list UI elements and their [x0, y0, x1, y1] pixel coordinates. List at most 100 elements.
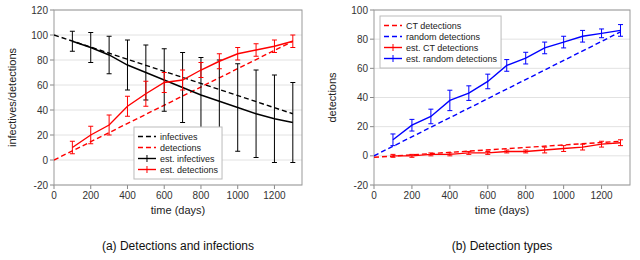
x-tick-label: 600	[479, 190, 496, 201]
error-bar	[618, 140, 623, 146]
y-tick	[50, 85, 54, 86]
legend-swatch	[393, 44, 394, 51]
y-tick	[50, 135, 54, 136]
legend-item: random detections	[384, 32, 481, 42]
legend-label: est. detections	[160, 165, 219, 175]
x-tick	[237, 185, 238, 189]
plot-frame	[374, 10, 630, 185]
error-bar	[485, 151, 490, 154]
x-tick-label: 1200	[263, 190, 286, 201]
error-bar	[70, 31, 75, 51]
legend-box	[134, 127, 222, 179]
x-tick-label: 800	[193, 190, 210, 201]
legend-label: est. random detections	[406, 54, 498, 64]
series-line	[393, 143, 621, 156]
x-tick	[274, 185, 275, 189]
y-tick-label: 0	[42, 155, 48, 166]
x-tick-label: 200	[404, 190, 421, 201]
error-bar	[580, 144, 585, 150]
error-bar	[561, 146, 566, 152]
error-bar	[125, 40, 130, 90]
y-axis-label: detections	[326, 72, 338, 123]
x-tick	[487, 185, 488, 189]
x-tick	[127, 185, 128, 189]
y-tick	[50, 10, 54, 11]
error-bar	[198, 63, 203, 78]
legend: CT detectionsrandom detectionsest. CT de…	[380, 16, 501, 68]
y-tick-label: 20	[37, 130, 49, 141]
panel: -20020406080100020040060080010001200time…	[326, 5, 630, 254]
error-bar	[180, 53, 185, 123]
error-bar	[580, 30, 585, 42]
x-tick	[525, 185, 526, 189]
error-bar	[542, 147, 547, 153]
legend-label: infectives	[160, 132, 198, 142]
error-bar	[88, 126, 93, 144]
y-tick	[370, 185, 374, 186]
y-tick-label: 100	[351, 5, 368, 16]
error-bar	[70, 141, 75, 154]
error-bar	[561, 36, 566, 48]
series-line	[72, 41, 292, 122]
y-tick-label: 80	[357, 34, 369, 45]
legend-swatch	[146, 166, 147, 173]
error-bar	[143, 81, 148, 106]
x-tick	[411, 185, 412, 189]
error-bar	[217, 54, 222, 69]
error-bar	[390, 154, 395, 157]
error-bar	[125, 96, 130, 116]
legend-label: detections	[160, 143, 202, 153]
y-tick	[370, 10, 374, 11]
x-tick-label: 1200	[590, 190, 613, 201]
x-tick	[54, 185, 55, 189]
x-tick	[449, 185, 450, 189]
error-bar	[523, 52, 528, 64]
error-bar	[504, 150, 509, 153]
series-line	[54, 41, 293, 160]
legend-item: est. detections	[138, 165, 219, 175]
y-tick-label: 60	[357, 63, 369, 74]
error-bar	[485, 74, 490, 89]
y-tick-label: 40	[37, 105, 49, 116]
x-tick-label: 400	[442, 190, 459, 201]
plot-area	[54, 10, 302, 185]
error-bar	[447, 90, 452, 110]
y-tick	[50, 110, 54, 111]
y-tick	[370, 39, 374, 40]
caption: (a) Detections and infections	[102, 239, 254, 253]
legend-item: CT detections	[384, 21, 462, 31]
error-bar	[254, 44, 259, 57]
y-tick-label: -20	[34, 180, 49, 191]
grid-line	[54, 110, 302, 111]
panel: -20020406080100120020040060080010001200t…	[6, 5, 302, 254]
legend-item: detections	[138, 143, 202, 153]
plot-area	[374, 10, 630, 185]
error-bar	[618, 25, 623, 37]
series-line	[374, 141, 621, 157]
y-tick	[50, 35, 54, 36]
series-line	[72, 41, 292, 147]
legend-item: est. CT detections	[384, 43, 479, 53]
error-bar	[447, 153, 452, 156]
error-bar	[162, 49, 167, 112]
error-bar	[180, 70, 185, 90]
error-bar	[272, 40, 277, 53]
error-bar	[428, 109, 433, 124]
y-axis-label: infectives/detections	[6, 47, 18, 147]
error-bar	[107, 36, 112, 74]
data-area	[54, 31, 295, 162]
error-bar	[542, 42, 547, 54]
error-bar	[466, 86, 471, 101]
legend-item: est. infectives	[138, 154, 215, 164]
grid-line	[374, 97, 630, 98]
y-tick	[50, 160, 54, 161]
error-bar	[235, 64, 240, 152]
error-bar	[523, 150, 528, 153]
y-tick-label: 80	[37, 55, 49, 66]
y-tick-label: 0	[362, 150, 368, 161]
caption: (b) Detection types	[452, 239, 553, 253]
error-bar	[428, 153, 433, 156]
y-tick-label: 100	[31, 30, 48, 41]
error-bar	[107, 115, 112, 135]
error-bar	[290, 83, 295, 163]
